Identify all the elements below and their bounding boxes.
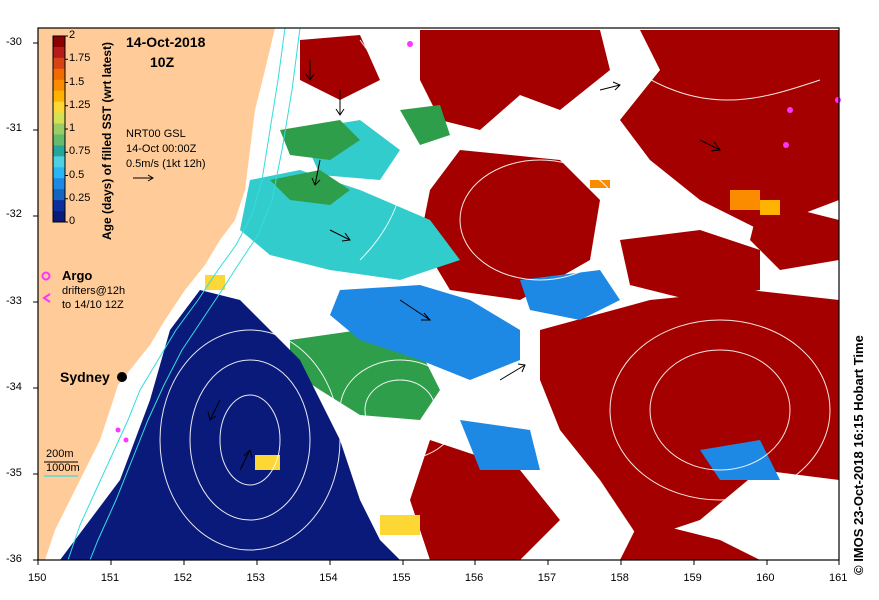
colorbar-tick: 0.25 xyxy=(69,192,90,204)
colorbar-swatch xyxy=(53,189,65,200)
y-tick-label: -34 xyxy=(6,381,22,393)
copyright-notice: © IMOS 23-Oct-2018 16:15 Hobart Time xyxy=(851,335,866,575)
y-tick-label: -35 xyxy=(6,467,22,479)
drifters-legend-label: drifters@12h xyxy=(62,285,125,297)
x-tick-label: 153 xyxy=(246,572,264,584)
colorbar-tick: 0.5 xyxy=(69,169,84,181)
colorbar-swatch xyxy=(53,80,65,91)
map-date: 14-Oct-2018 xyxy=(126,34,205,50)
sydney-marker xyxy=(117,372,127,382)
y-tick-label: -31 xyxy=(6,122,22,134)
colorbar-tick: 1.25 xyxy=(69,99,90,111)
colorbar-swatch xyxy=(53,211,65,222)
depth-200m-label: 200m xyxy=(46,448,74,460)
argo-legend-label: Argo xyxy=(62,268,92,283)
colorbar-tick: 2 xyxy=(69,29,75,41)
colorbar-tick: 1.75 xyxy=(69,52,90,64)
product-line3: 0.5m/s (1kt 12h) xyxy=(126,158,205,170)
y-tick-label: -32 xyxy=(6,208,22,220)
colorbar-swatch xyxy=(53,58,65,69)
colorbar-swatch xyxy=(53,36,65,47)
colorbar-tick: 0 xyxy=(69,215,75,227)
product-line1: NRT00 GSL xyxy=(126,128,186,140)
colorbar-swatch xyxy=(53,124,65,135)
x-tick-label: 157 xyxy=(538,572,556,584)
x-tick-label: 151 xyxy=(101,572,119,584)
x-tick-label: 154 xyxy=(319,572,337,584)
colorbar-tick: 1 xyxy=(69,122,75,134)
colorbar-swatch xyxy=(53,178,65,189)
x-tick-label: 160 xyxy=(756,572,774,584)
x-tick-label: 155 xyxy=(392,572,410,584)
colorbar-swatch xyxy=(53,113,65,124)
depth-1000m-label: 1000m xyxy=(46,462,80,474)
x-tick-label: 156 xyxy=(465,572,483,584)
x-tick-label: 158 xyxy=(611,572,629,584)
colorbar-swatch xyxy=(53,167,65,178)
colorbar-swatch xyxy=(53,102,65,113)
x-tick-label: 161 xyxy=(829,572,847,584)
colorbar-swatch xyxy=(53,47,65,58)
colorbar-swatch xyxy=(53,91,65,102)
x-tick-label: 152 xyxy=(174,572,192,584)
sydney-label: Sydney xyxy=(60,369,110,385)
y-tick-label: -36 xyxy=(6,553,22,565)
product-line2: 14-Oct 00:00Z xyxy=(126,143,196,155)
x-tick-label: 159 xyxy=(683,572,701,584)
colorbar-swatch xyxy=(53,134,65,145)
drifters-legend-label-2: to 14/10 12Z xyxy=(62,299,124,311)
x-tick-label: 150 xyxy=(28,572,46,584)
map-time: 10Z xyxy=(150,54,174,70)
colorbar-tick: 1.5 xyxy=(69,76,84,88)
colorbar-tick: 0.75 xyxy=(69,145,90,157)
colorbar-swatch xyxy=(53,200,65,211)
colorbar-swatch xyxy=(53,156,65,167)
colorbar-swatch xyxy=(53,69,65,80)
colorbar-swatch xyxy=(53,145,65,156)
colorbar-title: Age (days) of filled SST (wrt latest) xyxy=(100,42,114,240)
y-tick-label: -33 xyxy=(6,295,22,307)
y-tick-label: -30 xyxy=(6,36,22,48)
